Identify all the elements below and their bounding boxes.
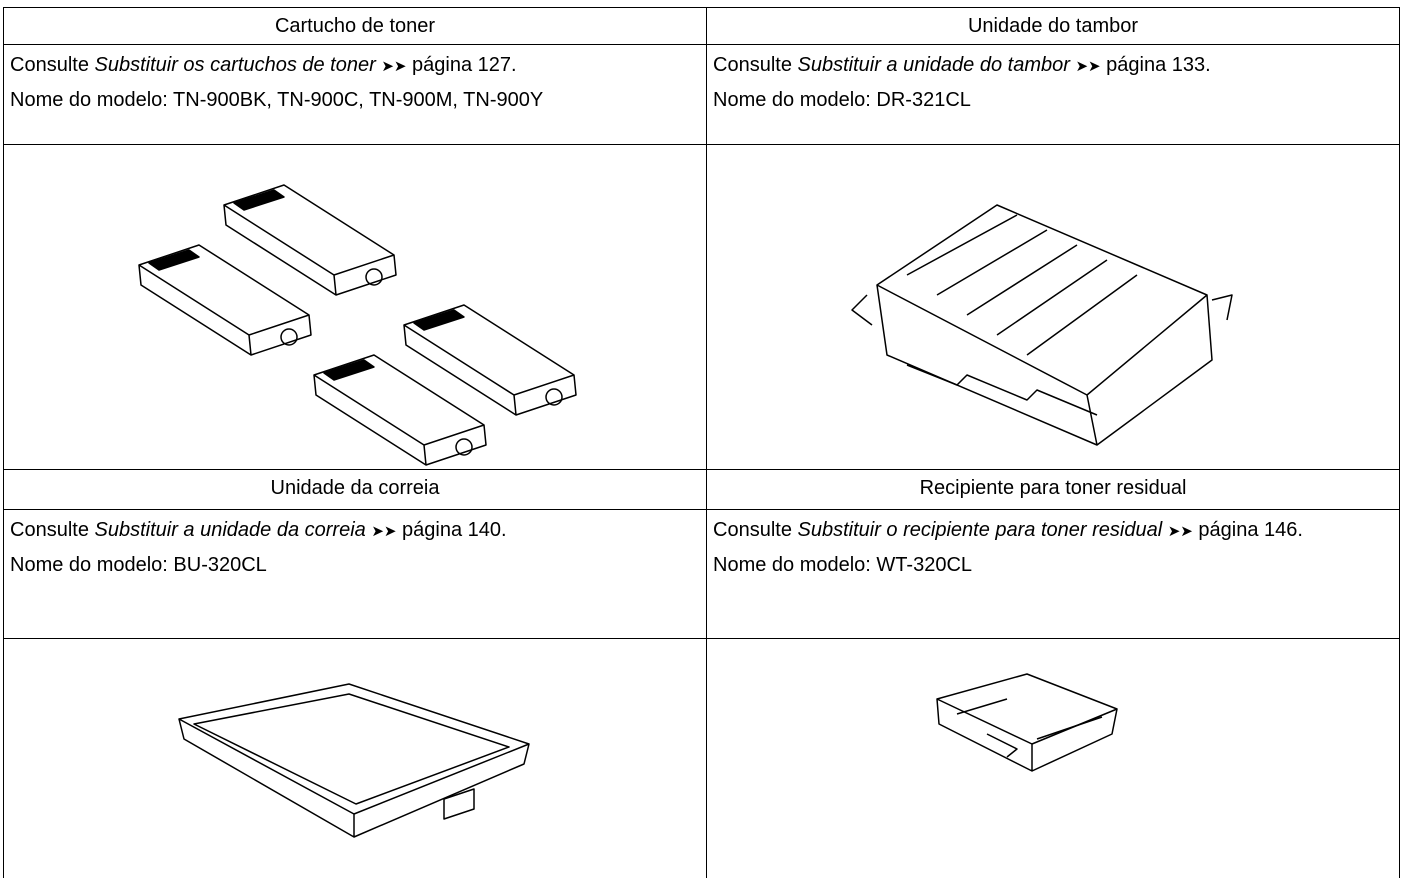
ref-arrow: ➤➤ [381, 57, 407, 75]
ref-page: página 146. [1198, 519, 1303, 541]
drum-illustration [851, 204, 1233, 446]
image-cell [3, 638, 706, 878]
image-cell [706, 638, 1400, 878]
header-cell: Recipiente para toner residual [706, 469, 1400, 509]
header-cell: Unidade do tambor [706, 7, 1400, 44]
waste-toner-illustration [936, 673, 1118, 772]
image-cell [706, 144, 1400, 469]
text-cell: Consulte Substituir o recipiente para to… [706, 509, 1400, 638]
toner-illustration [138, 184, 577, 466]
ref-arrow: ➤➤ [1167, 522, 1193, 540]
belt-illustration [178, 683, 530, 838]
model: Nome do modelo: BU-320CL [10, 554, 267, 576]
ref-page: página 140. [402, 519, 507, 541]
cell-title: Recipiente para toner residual [919, 477, 1187, 499]
text-cell: Consulte Substituir a unidade da correia… [3, 509, 706, 638]
text-cell: Consulte Substituir os cartuchos de tone… [3, 44, 706, 144]
cell-title: Cartucho de toner [274, 15, 436, 37]
cell-title: Unidade da correia [270, 477, 440, 499]
ref-prefix: Consulte [713, 54, 792, 76]
header-cell: Cartucho de toner [3, 7, 706, 44]
model: Nome do modelo: WT-320CL [713, 554, 973, 576]
reference: Consulte Substituir a unidade do tambor … [713, 53, 1393, 78]
ref-page: página 127. [412, 54, 517, 76]
model: Nome do modelo: DR-321CL [713, 89, 971, 111]
ref-link: Substituir a unidade da correia [94, 519, 366, 541]
ref-link: Substituir a unidade do tambor [797, 54, 1070, 76]
ref-page: página 133. [1106, 54, 1211, 76]
ref-prefix: Consulte [10, 519, 89, 541]
ref-arrow: ➤➤ [1075, 57, 1101, 75]
cell-title: Unidade do tambor [967, 15, 1139, 37]
ref-arrow: ➤➤ [371, 522, 397, 540]
model: Nome do modelo: TN-900BK, TN-900C, TN-90… [10, 89, 544, 111]
reference: Consulte Substituir o recipiente para to… [713, 518, 1313, 543]
reference: Consulte Substituir os cartuchos de tone… [10, 53, 700, 78]
ref-prefix: Consulte [713, 519, 792, 541]
reference: Consulte Substituir a unidade da correia… [10, 518, 700, 543]
text-cell: Consulte Substituir a unidade do tambor … [706, 44, 1400, 144]
image-cell [3, 144, 706, 469]
ref-link: Substituir o recipiente para toner resid… [797, 519, 1163, 541]
ref-prefix: Consulte [10, 54, 89, 76]
header-cell: Unidade da correia [3, 469, 706, 509]
ref-link: Substituir os cartuchos de toner [94, 54, 376, 76]
